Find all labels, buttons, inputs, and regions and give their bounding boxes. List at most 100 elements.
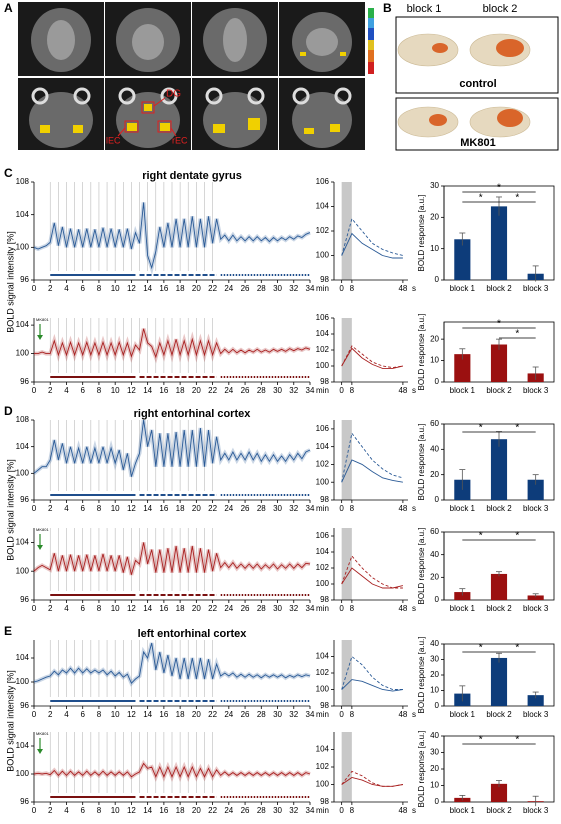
x-tick-label: 10	[111, 284, 120, 293]
group-label: MK801	[460, 137, 495, 149]
response-curve	[341, 217, 404, 256]
x-tick-label: 26	[241, 386, 250, 395]
y-axis-label: BOLD signal intensity [%]	[5, 231, 15, 333]
x-tick-label: 20	[192, 806, 201, 815]
stimulus-shade	[341, 732, 352, 802]
x-tick-label: block 2	[486, 604, 512, 613]
y-tick-label: 104	[16, 538, 30, 547]
x-tick-label: 6	[80, 504, 85, 513]
y-tick-label: 30	[430, 655, 439, 664]
x-tick-label: 28	[257, 386, 266, 395]
x-tick-label: block 3	[523, 604, 549, 613]
x-tick-label: block 2	[486, 806, 512, 815]
y-tick-label: 20	[430, 764, 439, 773]
y-tick-label: 0	[435, 701, 440, 710]
trace	[34, 328, 311, 359]
x-tick-label: 4	[64, 604, 69, 613]
x-tick-label: 22	[208, 284, 217, 293]
y-tick-label: 104	[316, 202, 330, 211]
y-tick-label: 102	[316, 345, 330, 354]
x-tick-label: 18	[176, 806, 185, 815]
y-tick-label: 106	[316, 313, 330, 322]
y-tick-label: 100	[316, 251, 330, 260]
x-tick-label: 30	[273, 386, 282, 395]
x-tick-label: 34	[306, 806, 315, 815]
panel-label: D	[4, 404, 13, 418]
y-tick-label: 104	[16, 210, 30, 219]
trace	[33, 642, 311, 684]
y-tick-label: 20	[430, 212, 439, 221]
x-tick-label: block 1	[450, 806, 476, 815]
x-tick-label: 2	[48, 710, 53, 719]
bar	[490, 344, 508, 382]
column-label: block 1	[407, 3, 442, 15]
y-tick-label: 100	[16, 468, 30, 477]
x-tick-label: 26	[241, 284, 250, 293]
trace	[33, 762, 311, 778]
drug-arrowhead	[37, 335, 43, 340]
x-tick-label: 12	[127, 386, 136, 395]
x-tick-label: 28	[257, 604, 266, 613]
bar	[527, 695, 544, 706]
y-axis-label: BOLD response [a.u.]	[417, 528, 426, 605]
x-tick-label: 0	[32, 386, 37, 395]
x-tick-label: 8	[350, 806, 355, 815]
x-tick-label: 32	[289, 710, 298, 719]
y-tick-label: 102	[316, 668, 330, 677]
group-box	[395, 16, 559, 94]
x-tick-label: 0	[32, 806, 37, 815]
y-tick-label: 0	[435, 797, 440, 806]
significance-label: *	[515, 423, 519, 434]
response-curve	[341, 679, 403, 692]
x-tick-label: 30	[273, 710, 282, 719]
x-tick-label: 26	[241, 504, 250, 513]
x-tick-label: 22	[208, 710, 217, 719]
x-tick-label: 48	[398, 604, 407, 613]
y-tick-label: 100	[316, 579, 330, 588]
y-tick-label: 98	[320, 595, 329, 604]
roi-boxes	[117, 97, 177, 137]
panel-label: A	[4, 1, 13, 15]
x-tick-label: block 3	[523, 504, 549, 513]
y-tick-label: 100	[16, 349, 30, 358]
response-curve	[341, 459, 403, 483]
x-tick-label: 48	[398, 386, 407, 395]
significance-label: *	[479, 643, 483, 654]
x-tick-label: 4	[64, 386, 69, 395]
bar	[490, 439, 508, 500]
significance-label: *	[515, 643, 519, 654]
x-tick-label: 20	[192, 284, 201, 293]
x-tick-label: 24	[224, 710, 233, 719]
x-tick-label: 8	[350, 386, 355, 395]
x-tick-label: 34	[306, 504, 315, 513]
y-tick-label: 100	[316, 685, 330, 694]
x-tick-label: 0	[32, 504, 37, 513]
x-tick-label: 20	[192, 604, 201, 613]
x-tick-label: block 3	[523, 806, 549, 815]
x-axis-label: min	[316, 806, 329, 815]
x-tick-label: 28	[257, 806, 266, 815]
x-tick-label: 30	[273, 284, 282, 293]
drug-label: MK801	[36, 317, 49, 322]
x-tick-label: 2	[48, 806, 53, 815]
y-tick-label: 40	[430, 731, 439, 740]
x-tick-label: 14	[143, 710, 152, 719]
y-tick-label: 96	[20, 701, 29, 710]
y-tick-label: 98	[320, 377, 329, 386]
y-tick-label: 102	[316, 563, 330, 572]
significance-label: *	[479, 531, 483, 542]
y-tick-label: 102	[316, 762, 330, 771]
x-tick-label: 2	[48, 386, 53, 395]
bar	[454, 354, 471, 382]
x-tick-label: 0	[339, 504, 344, 513]
x-axis-label: s	[412, 604, 416, 613]
significance-label: *	[515, 329, 519, 340]
drug-label: MK801	[36, 731, 49, 736]
brain-render	[397, 33, 531, 138]
x-axis-label: s	[412, 386, 416, 395]
y-tick-label: 98	[320, 797, 329, 806]
x-tick-label: 48	[398, 284, 407, 293]
response-curve	[341, 345, 403, 369]
y-tick-label: 100	[316, 780, 330, 789]
